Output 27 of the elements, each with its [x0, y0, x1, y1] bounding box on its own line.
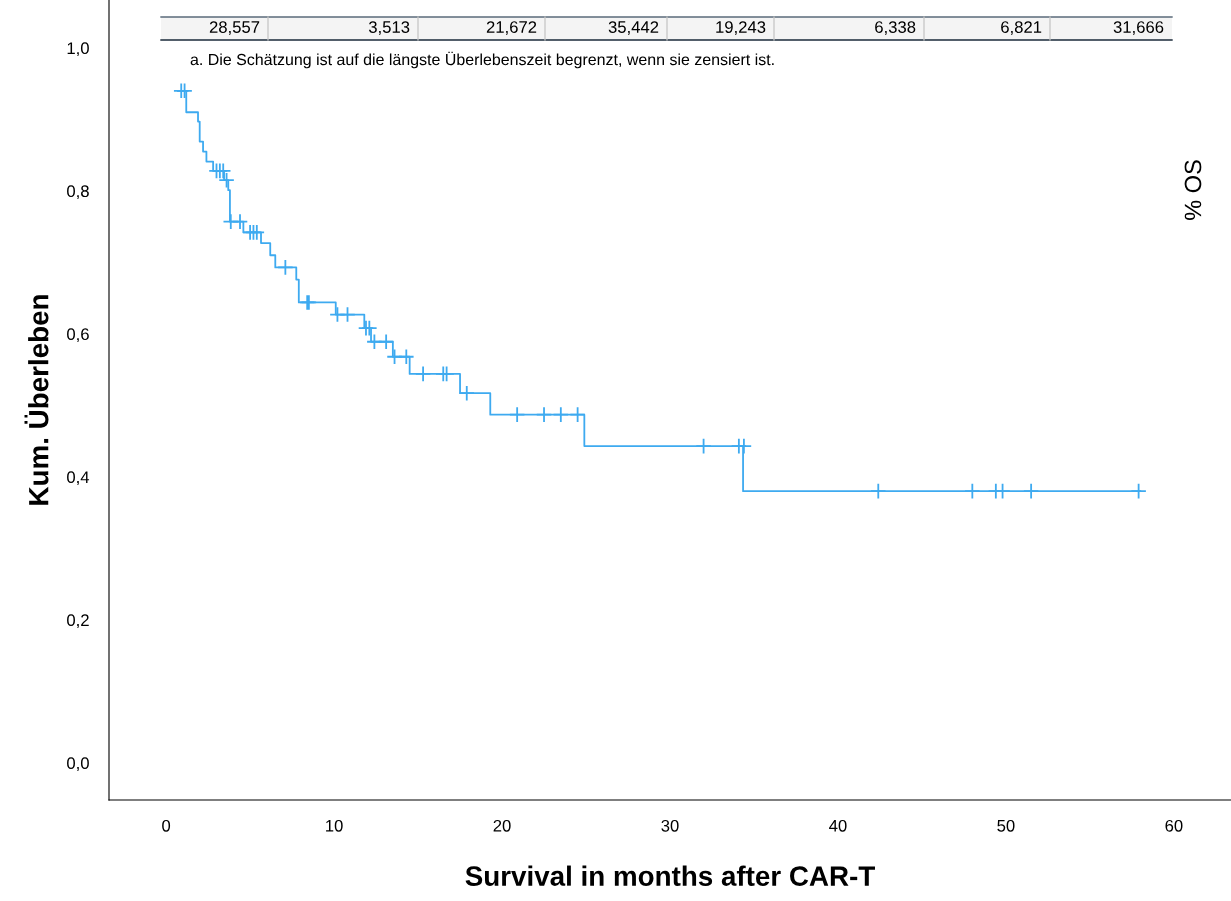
x-tick-label: 40 — [829, 819, 847, 832]
y-tick-label: 0,4 — [67, 471, 90, 486]
x-tick-label: 10 — [326, 819, 343, 832]
y-tick-label: 0,8 — [67, 185, 89, 200]
annotation: a. Die Schätzung ist auf die längste Überlebenszeit begrenzt, wenn sie zensiert ist. — [190, 51, 774, 69]
y-tick-label: 0,0 — [67, 757, 89, 771]
y-tick-label: 0,6 — [67, 328, 89, 343]
x-tick-label: 50 — [997, 819, 1015, 832]
x-tick-label: 30 — [661, 819, 679, 832]
x-tick-label: 60 — [1165, 819, 1183, 832]
annotation: 31,666 — [1113, 21, 1164, 35]
x-axis-title: Survival in months after CAR-T — [465, 865, 875, 886]
x-tick-label: 20 — [493, 819, 511, 832]
point — [361, 319, 378, 337]
annotation: % OS — [1184, 160, 1202, 220]
x-tick-label: 0 — [162, 819, 171, 832]
annotation: 28,557 — [209, 21, 260, 35]
annotation: 21,672 — [486, 21, 537, 35]
point — [218, 171, 235, 189]
annotation: 19,243 — [716, 21, 766, 35]
y-axis-title: Kum. Überleben — [24, 295, 49, 505]
y-tick-label: 0,2 — [67, 614, 89, 629]
y-tick-label: 1,0 — [67, 42, 89, 57]
annotation: 6,821 — [1001, 21, 1042, 35]
annotation: 3,513 — [368, 21, 410, 35]
annotation: 35,442 — [608, 21, 659, 35]
annotation: 6,338 — [875, 21, 916, 35]
